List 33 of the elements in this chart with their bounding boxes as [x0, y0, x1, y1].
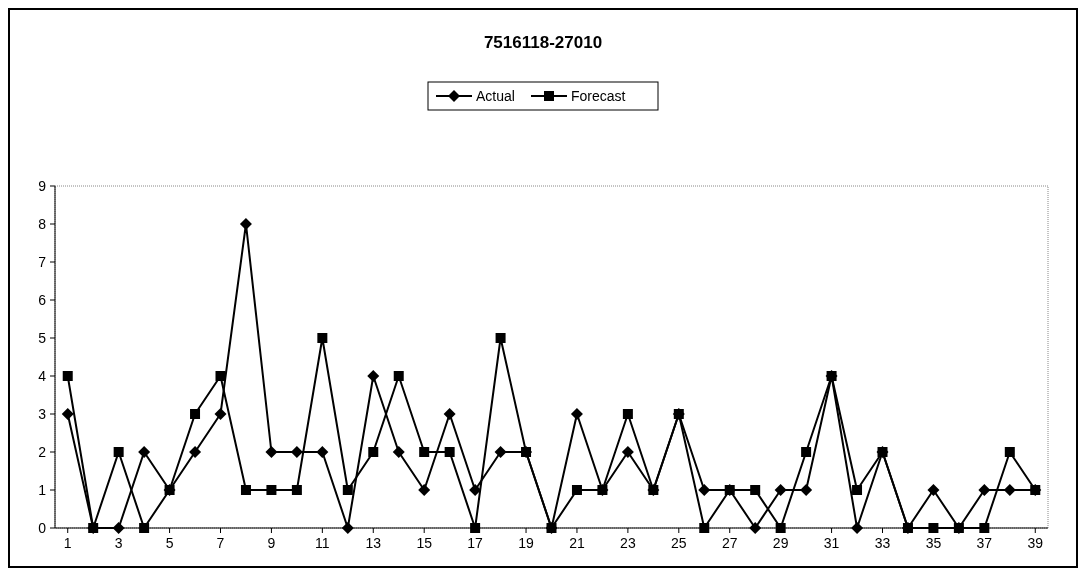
legend-label: Actual: [476, 87, 515, 104]
y-tick-label: 5: [38, 329, 47, 346]
x-tick-label: 23: [620, 535, 636, 551]
x-tick-label: 15: [416, 535, 433, 551]
x-tick-label: 35: [925, 535, 942, 551]
x-tick-label: 25: [671, 535, 687, 551]
x-tick-label: 31: [823, 535, 840, 551]
x-tick-label: 29: [772, 535, 789, 551]
x-tick-label: 5: [165, 535, 174, 551]
x-tick-label: 11: [315, 535, 330, 551]
x-tick-label: 21: [569, 535, 585, 551]
x-tick-label: 39: [1027, 535, 1044, 551]
y-tick-label: 8: [38, 215, 47, 232]
y-tick-label: 7: [38, 253, 47, 270]
y-tick-label: 6: [38, 291, 47, 308]
y-tick-label: 9: [38, 177, 47, 194]
x-tick-label: 1: [63, 535, 72, 551]
x-tick-label: 13: [365, 535, 382, 551]
y-tick-label: 0: [38, 519, 47, 536]
y-tick-label: 1: [38, 481, 47, 498]
x-tick-label: 37: [976, 535, 993, 551]
x-tick-label: 9: [267, 535, 276, 551]
chart-title: 7516118-27010: [483, 33, 603, 52]
x-tick-label: 7: [216, 535, 225, 551]
x-tick-label: 27: [721, 535, 738, 551]
x-tick-label: 17: [467, 535, 484, 551]
y-tick-label: 3: [38, 405, 47, 422]
x-tick-label: 3: [114, 535, 123, 551]
legend-label: Forecast: [571, 87, 626, 104]
y-tick-label: 4: [38, 367, 47, 384]
y-tick-label: 2: [38, 443, 47, 460]
x-tick-label: 19: [518, 535, 535, 551]
x-tick-label: 33: [874, 535, 891, 551]
